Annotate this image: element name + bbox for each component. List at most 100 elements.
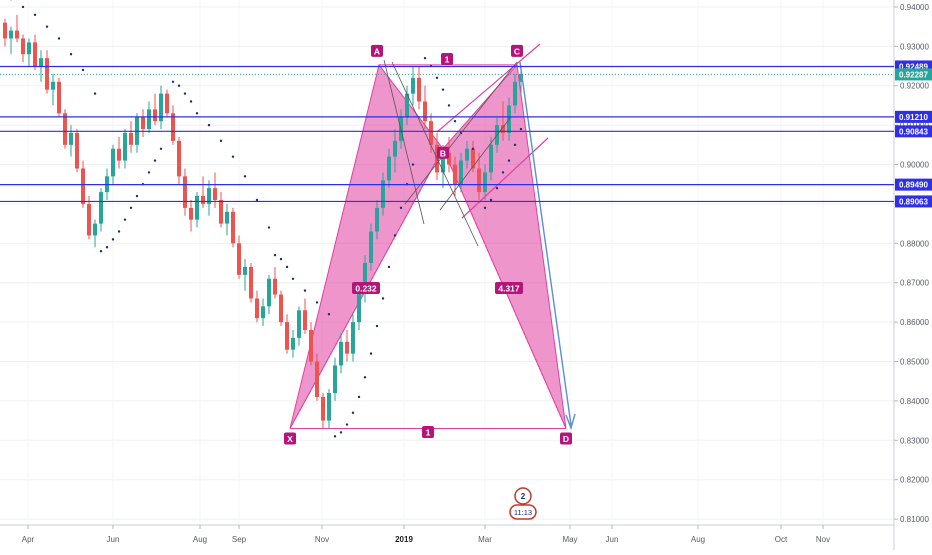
price-level-badge-2: 0.90843 — [899, 127, 928, 136]
ratio-label-bd: 4.317 — [498, 284, 520, 294]
sar-dot-32 — [286, 266, 288, 268]
candle-body-16 — [99, 192, 103, 224]
sar-dot-11 — [118, 230, 120, 232]
candle-body-58 — [351, 322, 355, 354]
candle-body-45 — [273, 279, 277, 295]
sar-dot-45 — [382, 297, 384, 299]
tick-label-y-4: 0.85000 — [900, 358, 929, 367]
candle-body-6 — [39, 58, 43, 66]
sar-dot-3 — [46, 25, 48, 27]
tick-label-y-6: 0.87000 — [900, 279, 929, 288]
sar-dot-61 — [496, 187, 498, 189]
tick-label-y-5: 0.86000 — [900, 318, 929, 327]
sar-dot-29 — [268, 226, 270, 228]
candle-body-85 — [513, 82, 517, 106]
candle-body-3 — [21, 38, 25, 54]
candle-body-75 — [453, 165, 457, 185]
candle-body-57 — [345, 342, 349, 354]
last-price-badge: 0.92287 — [899, 70, 928, 79]
tick-label-x-6: Mar — [478, 535, 492, 544]
sar-dot-35 — [316, 301, 318, 303]
candle-body-32 — [195, 196, 199, 220]
candle-body-65 — [393, 141, 397, 157]
sar-dot-40 — [352, 412, 354, 414]
candle-body-23 — [141, 117, 145, 129]
point-label-c: C — [514, 46, 520, 56]
sar-dot-42 — [364, 376, 366, 378]
candle-body-79 — [477, 168, 481, 192]
sar-dot-34 — [304, 289, 306, 291]
sar-dot-12 — [124, 218, 126, 220]
candle-body-44 — [267, 279, 271, 307]
sar-dot-54 — [442, 88, 444, 90]
candle-body-46 — [279, 295, 283, 323]
sar-dot-7 — [94, 92, 96, 94]
tick-label-y-1: 0.82000 — [900, 476, 929, 485]
tick-label-y-0: 0.81000 — [900, 515, 929, 524]
sar-dot-37 — [334, 435, 336, 437]
candle-body-43 — [261, 306, 265, 318]
candle-body-1 — [9, 31, 13, 39]
candle-body-81 — [489, 145, 493, 173]
ratio-label-xb: 0.232 — [355, 284, 377, 294]
tick-label-y-2: 0.83000 — [900, 436, 929, 445]
badge-text-bottom: 11:13 — [514, 508, 532, 517]
sar-dot-4 — [58, 37, 60, 39]
sar-dot-46 — [388, 266, 390, 268]
candle-body-77 — [465, 149, 469, 161]
sar-dot-51 — [424, 57, 426, 59]
candle-body-48 — [291, 338, 295, 350]
tick-label-y-13: 0.94000 — [900, 3, 929, 12]
candle-body-71 — [429, 121, 433, 145]
sar-dot-10 — [112, 238, 114, 240]
candle-body-53 — [321, 397, 325, 421]
candle-body-62 — [375, 208, 379, 232]
candle-body-13 — [81, 168, 85, 203]
candle-body-78 — [471, 149, 475, 169]
candle-body-35 — [213, 188, 217, 200]
sar-dot-31 — [280, 258, 282, 260]
candle-body-47 — [285, 322, 289, 350]
candle-body-50 — [303, 310, 307, 330]
candle-body-36 — [219, 200, 223, 224]
price-level-badge-1: 0.91210 — [899, 113, 928, 122]
sar-dot-59 — [484, 207, 486, 209]
ratio-label-xd: 1 — [426, 428, 431, 438]
candle-body-37 — [225, 212, 229, 224]
candle-body-56 — [339, 342, 343, 366]
sar-dot-9 — [106, 246, 108, 248]
sar-dot-56 — [454, 120, 456, 122]
sar-dot-6 — [82, 69, 84, 71]
candle-body-8 — [51, 82, 55, 90]
point-label-b: B — [440, 148, 446, 158]
tick-label-x-9: Aug — [691, 535, 705, 544]
candle-body-49 — [297, 310, 301, 338]
sar-dot-48 — [400, 207, 402, 209]
tick-label-x-7: May — [562, 535, 577, 544]
sar-dot-62 — [502, 171, 504, 173]
sar-dot-5 — [70, 53, 72, 55]
sar-dot-14 — [136, 195, 138, 197]
candle-body-11 — [69, 133, 73, 145]
sar-dot-22 — [190, 100, 192, 102]
candle-body-30 — [183, 176, 187, 208]
tick-label-x-5: 2019 — [395, 535, 413, 544]
candle-body-12 — [75, 133, 79, 168]
sar-dot-44 — [376, 325, 378, 327]
candle-body-70 — [423, 101, 427, 121]
sar-dot-39 — [346, 423, 348, 425]
sar-dot-2 — [34, 14, 36, 16]
sar-dot-50 — [412, 163, 414, 165]
sar-dot-20 — [178, 85, 180, 87]
candle-body-2 — [15, 31, 19, 39]
candle-body-18 — [111, 149, 115, 177]
sar-dot-33 — [292, 278, 294, 280]
candle-body-69 — [417, 78, 421, 102]
candle-body-0 — [3, 23, 7, 39]
sar-dot-17 — [154, 159, 156, 161]
sar-dot-25 — [220, 140, 222, 142]
sar-dot-21 — [184, 92, 186, 94]
tick-label-x-0: Apr — [22, 535, 35, 544]
candle-body-31 — [189, 208, 193, 220]
